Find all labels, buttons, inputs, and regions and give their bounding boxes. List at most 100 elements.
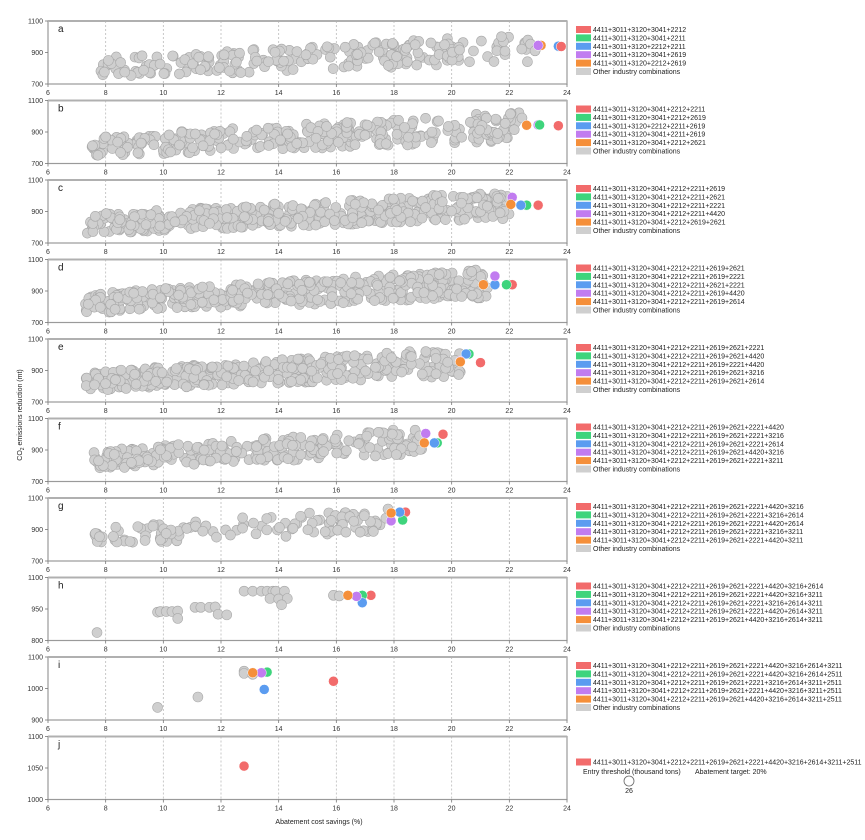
legend-swatch-blue xyxy=(576,599,591,607)
point-other xyxy=(393,115,404,126)
legend-swatch-other xyxy=(576,465,591,473)
legend-swatch-red xyxy=(576,423,591,431)
point-purple xyxy=(351,591,362,602)
point-other xyxy=(330,202,342,213)
legend-swatch-red xyxy=(576,185,591,192)
legend-swatch-red xyxy=(576,662,591,669)
point-other xyxy=(211,531,222,543)
legend-swatch-purple xyxy=(576,51,591,59)
x-tick-label: 22 xyxy=(505,170,513,177)
legend-swatch-purple xyxy=(576,130,591,138)
point-other xyxy=(221,371,233,383)
point-other xyxy=(275,134,286,146)
point-other xyxy=(395,287,407,298)
point-other xyxy=(197,140,209,152)
x-tick-label: 6 xyxy=(46,249,50,256)
point-other xyxy=(181,523,193,534)
panel-i: i 900 1000 1100 6 8 10 12 14 16 18 20 22 24 4411+3011+… xyxy=(27,655,842,734)
point-other xyxy=(464,56,475,68)
point-red xyxy=(555,41,567,52)
point-other xyxy=(411,59,423,71)
point-other xyxy=(348,515,360,527)
legend-swatch-blue xyxy=(576,42,591,50)
point-other xyxy=(471,192,483,204)
x-tick-label: 12 xyxy=(217,647,225,654)
legend-label: 4411+3011+3120+3041+2212+2211+2619+2621+… xyxy=(593,617,823,624)
x-tick-label: 14 xyxy=(275,329,283,336)
point-other xyxy=(387,38,398,49)
point-other xyxy=(220,453,232,464)
point-other xyxy=(343,435,355,446)
point-other xyxy=(295,374,306,386)
point-other xyxy=(239,211,250,222)
x-tick-label: 16 xyxy=(332,806,340,813)
point-other xyxy=(331,447,343,459)
point-other xyxy=(209,128,220,140)
x-tick-label: 12 xyxy=(217,170,225,177)
y-tick-label: 1100 xyxy=(28,337,43,344)
point-other xyxy=(315,358,327,370)
point-other xyxy=(204,455,216,467)
point-other xyxy=(297,363,308,374)
point-other xyxy=(95,302,106,313)
point-other xyxy=(231,446,242,457)
point-other xyxy=(115,364,127,376)
point-other xyxy=(115,57,126,68)
legend-swatch-purple xyxy=(576,210,591,218)
point-other xyxy=(264,277,275,288)
point-other xyxy=(261,524,273,536)
point-other xyxy=(273,208,284,219)
legend-label: 4411+3011+3120+3041+2212+2211+2619+2221 xyxy=(593,274,745,281)
point-other xyxy=(430,353,442,364)
point-other xyxy=(401,42,412,54)
legend-swatch-red xyxy=(576,264,591,272)
size-legend-circle xyxy=(623,775,635,787)
legend-label: 4411+3011+3120+3041+2212+2211+2619+2621+… xyxy=(593,433,784,440)
point-other xyxy=(426,137,437,148)
x-tick-label: 8 xyxy=(104,806,108,813)
point-other xyxy=(192,691,204,703)
point-blue xyxy=(515,199,527,211)
legend-swatch-orange xyxy=(576,457,591,465)
point-other xyxy=(240,201,252,213)
point-other xyxy=(295,449,307,461)
point-other xyxy=(248,517,259,529)
point-red xyxy=(328,676,339,687)
point-other xyxy=(426,126,438,138)
legend-label-other: Other industry combinations xyxy=(593,149,681,156)
point-other xyxy=(94,531,105,542)
point-other xyxy=(490,113,501,125)
point-other xyxy=(173,289,185,301)
point-other xyxy=(145,209,157,220)
x-tick-label: 16 xyxy=(332,647,340,654)
point-other xyxy=(262,122,274,134)
point-other xyxy=(322,276,333,288)
x-tick-label: 12 xyxy=(217,90,225,97)
point-orange xyxy=(419,437,430,449)
point-other xyxy=(252,278,264,290)
point-other xyxy=(320,197,332,208)
point-other xyxy=(368,526,379,537)
legend-swatch-orange xyxy=(576,377,591,385)
legend-label: 4411+3011+3120+3041+2212+2211+2619+2621+… xyxy=(593,512,804,519)
point-other xyxy=(369,295,380,306)
other-points xyxy=(152,665,259,713)
point-other xyxy=(492,193,504,204)
legend-i: 4411+3011+3120+3041+2212+2211+2619+2621+… xyxy=(576,662,843,712)
legend-swatch-orange xyxy=(576,139,591,147)
x-tick-label: 16 xyxy=(332,170,340,177)
x-tick-label: 20 xyxy=(448,329,456,336)
legend-swatch-green xyxy=(576,670,591,678)
legend-swatch-red xyxy=(576,503,591,510)
legend-swatch-other xyxy=(576,386,591,393)
y-tick-label: 900 xyxy=(31,368,43,375)
point-other xyxy=(185,299,197,310)
legend-label: 4411+3011+3120+3041+2212+2211+2619+2621+… xyxy=(593,688,842,695)
legend-label: 4411+3011+3120+3041+2212+2211+2619+2621+… xyxy=(593,425,784,432)
point-other xyxy=(128,287,140,299)
legend-label-other: Other industry combinations xyxy=(593,546,681,553)
point-blue xyxy=(460,348,472,360)
point-other xyxy=(278,55,289,67)
point-other xyxy=(269,46,281,58)
highlighted-points xyxy=(455,348,486,368)
